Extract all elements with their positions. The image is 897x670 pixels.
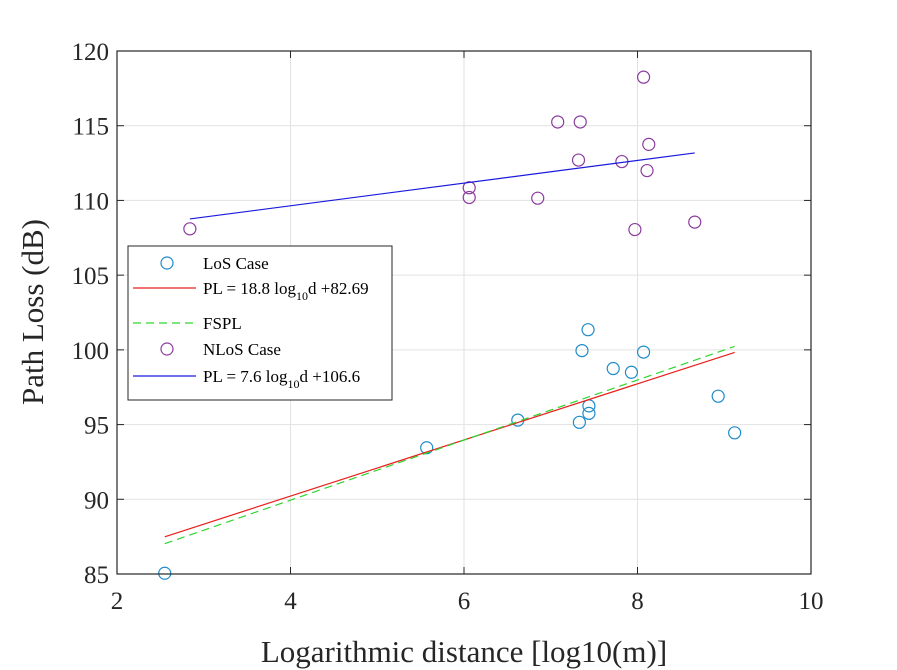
data-point-0 xyxy=(420,441,434,455)
x-tick-label: 10 xyxy=(799,588,824,615)
y-tick-label: 110 xyxy=(72,188,109,215)
x-tick-label: 8 xyxy=(631,588,644,615)
data-point-3 xyxy=(573,115,587,129)
data-point-0 xyxy=(711,389,725,403)
x-tick-label: 4 xyxy=(284,588,297,615)
data-point-3 xyxy=(642,137,656,151)
data-point-3 xyxy=(688,215,702,229)
data-point-0 xyxy=(636,345,651,359)
data-point-3 xyxy=(571,153,586,167)
data-point-0 xyxy=(728,426,742,440)
y-tick-label: 95 xyxy=(84,413,109,440)
series-layer xyxy=(158,70,742,580)
x-tick-label: 2 xyxy=(111,588,124,615)
y-tick-label: 90 xyxy=(84,487,109,514)
y-tick-label: 120 xyxy=(72,39,110,66)
data-point-0 xyxy=(624,365,639,379)
data-point-0 xyxy=(158,566,172,580)
data-point-3 xyxy=(640,163,654,178)
data-point-3 xyxy=(531,191,545,205)
x-tick-label: 6 xyxy=(458,588,471,615)
data-point-0 xyxy=(606,361,620,376)
y-tick-label: 105 xyxy=(72,263,110,290)
data-point-3 xyxy=(462,181,476,195)
legend-marker xyxy=(160,256,174,270)
y-tick-label: 100 xyxy=(72,338,110,365)
x-axis-label: Logarithmic distance [log10(m)] xyxy=(261,634,667,669)
data-point-3 xyxy=(628,222,642,237)
data-point-3 xyxy=(636,70,651,84)
legend-label: NLoS Case xyxy=(203,340,281,359)
y-axis-label: Path Loss (dB) xyxy=(15,219,50,405)
legend-label: FSPL xyxy=(203,314,242,333)
data-point-3 xyxy=(183,222,197,236)
legend-marker xyxy=(160,342,174,356)
data-point-3 xyxy=(551,115,565,129)
y-tick-label: 115 xyxy=(72,114,109,141)
legend-label: LoS Case xyxy=(203,254,269,273)
data-point-0 xyxy=(581,323,595,337)
y-tick-label: 85 xyxy=(84,562,109,589)
fit-line-4 xyxy=(189,152,695,220)
data-point-0 xyxy=(572,415,586,429)
data-point-3 xyxy=(462,190,476,205)
data-point-0 xyxy=(575,344,589,358)
ticks: 2 4 6 8 10 85 90 95 100 105 110 115 120 xyxy=(72,39,824,615)
data-point-0 xyxy=(582,406,596,420)
fit-line-2 xyxy=(164,345,735,545)
